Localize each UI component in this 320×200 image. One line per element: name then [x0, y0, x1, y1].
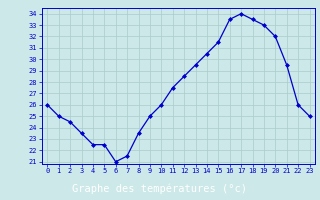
Text: Graphe des températures (°c): Graphe des températures (°c) — [73, 183, 247, 194]
